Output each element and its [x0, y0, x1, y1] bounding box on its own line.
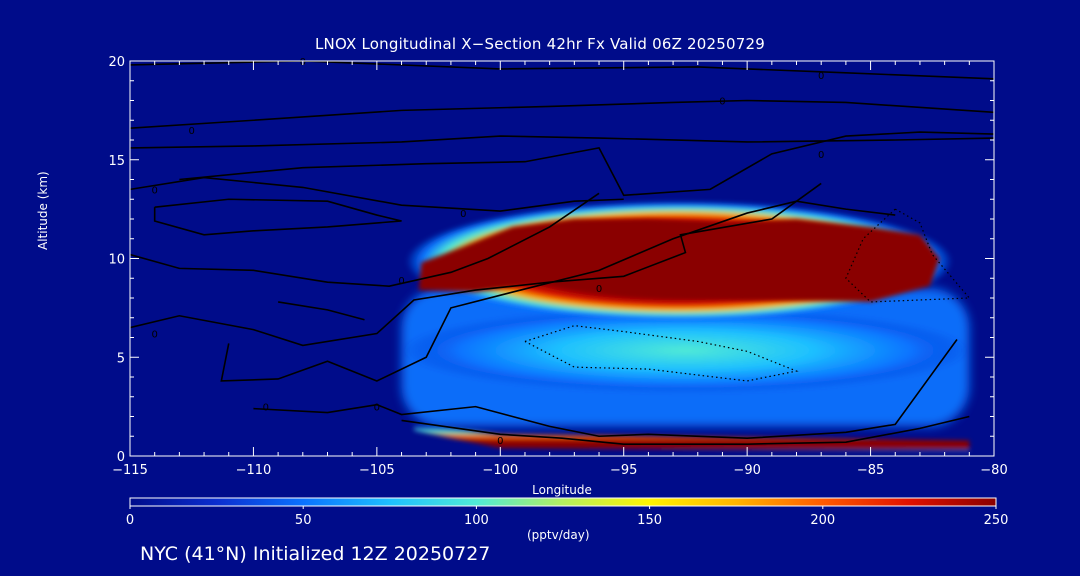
y-tick-label: 10 [108, 253, 125, 268]
contour-label: 0 [189, 126, 195, 137]
y-tick-label: 0 [117, 450, 125, 465]
y-tick-label: 20 [108, 55, 125, 70]
colorbar-tick-label: 100 [464, 513, 489, 528]
x-tick-label: −85 [857, 463, 884, 478]
field-layer [401, 201, 970, 453]
colorbar-tick-label: 250 [984, 513, 1009, 528]
contour-line [130, 176, 624, 212]
x-tick-label: −110 [236, 463, 272, 478]
contour-label: 0 [818, 71, 824, 82]
x-axis-label: Longitude [532, 483, 592, 497]
contour-line [130, 99, 994, 129]
contour-label: 0 [596, 284, 602, 295]
contour-line-dotted [845, 208, 971, 303]
contour-line [277, 301, 365, 321]
contour-label: 0 [374, 403, 380, 414]
field-upper-maximum [418, 219, 940, 302]
contour-line [130, 135, 994, 149]
contour-line [130, 61, 994, 80]
contour-label-layer: 0000000000000 [151, 57, 824, 447]
y-tick-label: 15 [108, 154, 125, 169]
contour-label: 0 [497, 436, 503, 447]
colorbar [129, 497, 997, 507]
contour-line [401, 415, 970, 445]
contour-label: 0 [398, 276, 404, 287]
colorbar-tick-label: 0 [126, 513, 134, 528]
colorbar-tick-label: 200 [810, 513, 835, 528]
footer-init-info: NYC (41°N) Initialized 12Z 20250727 [140, 543, 491, 565]
colorbar-tick-label: 150 [637, 513, 662, 528]
axis-layer: −115 −110 −105 −100 −95 −90 −85 −80 0 5 10 15 20 Long… [108, 55, 1007, 497]
contour-label: 0 [460, 209, 466, 220]
contour-label: 0 [151, 330, 157, 341]
contour-line [253, 339, 958, 440]
contour-label: 0 [263, 403, 269, 414]
contour-layer [130, 61, 994, 445]
contour-label: 0 [818, 150, 824, 161]
contour-line-dotted [524, 325, 799, 382]
field-near-surface-layer [413, 424, 970, 453]
contour-line [130, 192, 600, 287]
x-tick-label: −90 [733, 463, 760, 478]
colorbar-tick-label: 50 [295, 513, 312, 528]
x-tick-label: −100 [482, 463, 518, 478]
contour-line [130, 182, 822, 347]
contour-line [179, 131, 994, 197]
colorbar-layer: 0 50 100 150 200 250 [126, 497, 1009, 528]
contour-label: 0 [719, 97, 725, 108]
x-tick-label: −80 [980, 463, 1007, 478]
contour-line [220, 200, 896, 382]
contour-line [153, 198, 402, 236]
contour-label: 0 [151, 185, 157, 196]
colorbar-units: (pptv/day) [527, 528, 590, 542]
y-axis-label: Altitude (km) [36, 171, 50, 250]
chart-title: LNOX Longitudinal X−Section 42hr Fx Vali… [315, 35, 765, 53]
x-tick-label: −95 [610, 463, 637, 478]
x-tick-label: −105 [359, 463, 395, 478]
field-mid-level-plume [401, 307, 970, 393]
x-tick-label: −115 [112, 463, 148, 478]
y-tick-label: 5 [117, 351, 125, 366]
